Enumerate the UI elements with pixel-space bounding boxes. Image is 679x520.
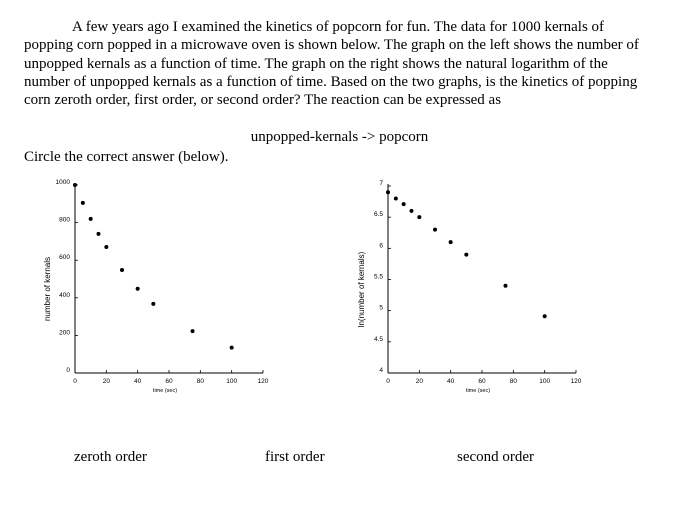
data-point <box>104 245 109 250</box>
data-point <box>73 183 77 187</box>
y-tick-label: 200 <box>59 329 70 336</box>
x-tick-label: 40 <box>134 378 142 385</box>
answer-second-order[interactable]: second order <box>457 449 535 465</box>
x-tick-label: 60 <box>478 378 486 385</box>
y-tick-label: 7 <box>379 180 383 187</box>
y-axis-label: number of kernals <box>43 257 52 321</box>
y-tick-label: 0 <box>66 367 70 374</box>
data-point <box>190 329 195 334</box>
data-point <box>80 200 85 205</box>
data-point <box>433 227 437 232</box>
chart-left: 0 20 40 60 80 100 120 0 200 400 600 800 1000 time (se… <box>0 178 269 403</box>
data-point <box>417 215 422 220</box>
data-point <box>386 190 390 195</box>
data-point <box>401 202 406 207</box>
x-tick-label: 20 <box>416 378 424 385</box>
data-point <box>448 240 453 245</box>
y-tick-label: 4.5 <box>374 336 383 343</box>
y-tick-label: 600 <box>59 254 70 261</box>
y-tick-label: 4 <box>379 367 383 374</box>
x-tick-label: 80 <box>197 378 205 385</box>
x-tick-label: 60 <box>165 378 173 385</box>
x-tick-label: 120 <box>258 378 269 385</box>
x-tick-label: 40 <box>447 378 455 385</box>
data-point <box>393 196 398 201</box>
ln-number-vs-time-chart: 0 20 40 60 80 100 120 4 4.5 5 5.5 6 6.5 7 time (sec) ln… <box>357 180 582 394</box>
y-tick-label: 5 <box>379 305 383 312</box>
y-tick-label: 6.5 <box>374 211 383 218</box>
number-vs-time-chart: 0 20 40 60 80 100 120 0 200 400 600 800 1000 time (se… <box>43 179 269 394</box>
x-tick-label: 100 <box>226 378 237 385</box>
data-point <box>135 286 140 291</box>
y-tick-label: 400 <box>59 292 70 299</box>
data-point <box>503 283 508 288</box>
y-tick-label: 6 <box>379 242 383 249</box>
instruction-text: Circle the correct answer (below). <box>24 149 229 165</box>
chart-right: 0 20 40 60 80 100 120 4 4.5 5 5.5 6 6.5 7 time (sec) ln… <box>312 178 582 403</box>
data-point <box>96 231 101 236</box>
y-axis-label: ln(number of kernals) <box>357 251 366 327</box>
data-point <box>151 301 156 306</box>
question-paragraph: A few years ago I examined the kinetics … <box>24 19 639 109</box>
x-axis-label: time (sec) <box>153 388 177 394</box>
y-tick-label: 5.5 <box>374 274 383 281</box>
data-point <box>409 208 414 213</box>
data-point <box>542 314 547 319</box>
x-tick-label: 100 <box>539 378 550 385</box>
data-point <box>464 252 469 257</box>
x-tick-label: 80 <box>510 378 518 385</box>
y-tick-label: 800 <box>59 217 70 224</box>
x-tick-label: 0 <box>386 378 390 385</box>
answer-zeroth-order[interactable]: zeroth order <box>74 449 147 465</box>
answer-first-order[interactable]: first order <box>265 449 325 465</box>
data-point <box>120 267 124 272</box>
data-point <box>88 216 93 221</box>
x-axis-label: time (sec) <box>466 388 490 394</box>
data-point <box>229 345 234 350</box>
y-tick-label: 1000 <box>56 179 71 186</box>
x-tick-label: 120 <box>571 378 582 385</box>
x-tick-label: 0 <box>73 378 77 385</box>
reaction-equation: unpopped-kernals -> popcorn <box>250 129 429 145</box>
x-tick-label: 20 <box>103 378 111 385</box>
